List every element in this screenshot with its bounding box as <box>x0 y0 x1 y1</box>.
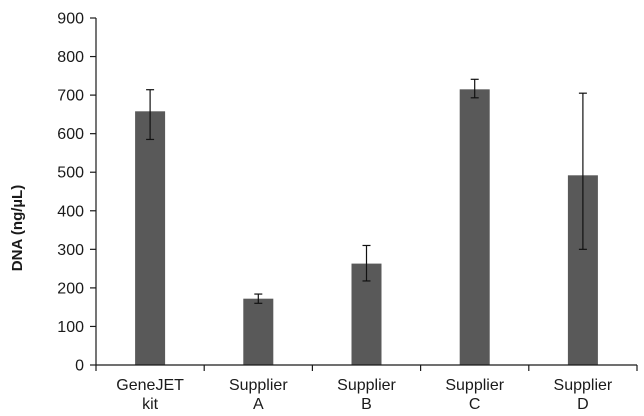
x-category-label-line: C <box>469 396 481 413</box>
y-tick-label: 800 <box>57 49 84 66</box>
x-category-label: Supplier D <box>554 377 613 413</box>
x-category-label-line: D <box>577 396 589 413</box>
error-bars <box>146 78 587 304</box>
x-category-label: Supplier C <box>445 377 504 413</box>
bar <box>135 111 166 365</box>
x-category-label-line: GeneJET <box>116 377 184 394</box>
y-tick-label: 700 <box>57 88 84 105</box>
x-category-label-line: Supplier <box>554 377 613 394</box>
x-category-label: Supplier B <box>337 377 396 413</box>
y-tick-label: 600 <box>57 126 84 143</box>
y-tick-label: 900 <box>57 11 84 28</box>
y-tick-label: 300 <box>57 242 84 259</box>
x-category-label-line: Supplier <box>337 377 396 394</box>
y-tick-label: 100 <box>57 319 84 336</box>
x-category-label-line: Supplier <box>229 377 288 394</box>
y-tick-label: 400 <box>57 203 84 220</box>
x-category-label: Supplier A <box>229 377 288 413</box>
x-category-label: GeneJET kit <box>116 377 184 413</box>
y-axis-title: DNA (ng/µL) <box>9 185 26 271</box>
x-category-label-line: B <box>361 396 372 413</box>
y-tick-label: 200 <box>57 280 84 297</box>
bars <box>135 89 598 366</box>
x-category-label-line: Supplier <box>445 377 504 394</box>
bar <box>243 298 274 365</box>
x-category-label-line: kit <box>142 396 159 413</box>
bar <box>459 89 490 366</box>
y-axis-ticks: 0 100 200 300 400 500 600 700 800 900 <box>57 11 96 375</box>
y-tick-label: 500 <box>57 165 84 182</box>
x-category-label-line: A <box>253 396 264 413</box>
y-tick-label: 0 <box>75 358 84 375</box>
